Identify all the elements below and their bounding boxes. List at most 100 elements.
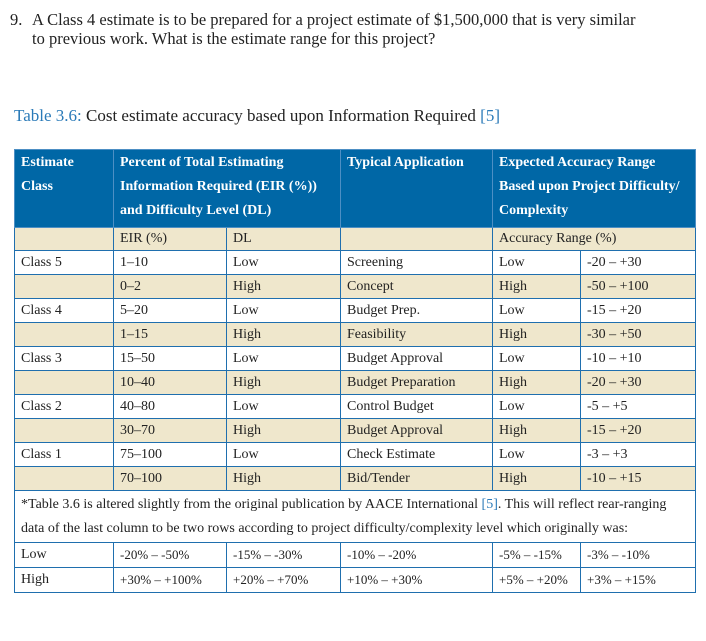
cell-range: -5 – +5: [580, 394, 696, 419]
original-range-cell: -10% – -20%: [340, 542, 493, 568]
cell-dl: Low: [226, 346, 341, 371]
cell-dl: High: [226, 370, 341, 395]
original-range-cell: +5% – +20%: [492, 567, 581, 593]
caption-text: Cost estimate accuracy based upon Inform…: [81, 106, 481, 125]
original-range-cell: -20% – -50%: [113, 542, 227, 568]
cell-eir: 30–70: [113, 418, 227, 443]
table-caption: Table 3.6: Cost estimate accuracy based …: [14, 106, 500, 126]
cell-eir: 5–20: [113, 298, 227, 323]
cell-application: Bid/Tender: [340, 466, 493, 491]
cell-class: Class 5: [14, 250, 114, 275]
subheader-eir: EIR (%): [113, 227, 227, 251]
cell-level: High: [492, 418, 581, 443]
cell-range: -15 – +20: [580, 418, 696, 443]
table-row: Class 5 1–10 Low Screening Low -20 – +30: [14, 250, 696, 275]
cell-application: Concept: [340, 274, 493, 299]
cell-level: High: [492, 370, 581, 395]
cell-application: Budget Approval: [340, 418, 493, 443]
cell-application: Budget Preparation: [340, 370, 493, 395]
caption-reference-link[interactable]: [5]: [480, 106, 500, 125]
cell-application: Check Estimate: [340, 442, 493, 467]
cell-eir: 10–40: [113, 370, 227, 395]
cell-dl: High: [226, 274, 341, 299]
cell-eir: 1–15: [113, 322, 227, 347]
cell-level: High: [492, 466, 581, 491]
footnote: *Table 3.6 is altered slightly from the …: [14, 490, 696, 543]
table-row: 30–70 High Budget Approval High -15 – +20: [14, 418, 696, 443]
subheader-accuracy: Accuracy Range (%): [492, 227, 696, 251]
cell-level: Low: [492, 346, 581, 371]
cell-application: Budget Prep.: [340, 298, 493, 323]
footnote-row: *Table 3.6 is altered slightly from the …: [14, 490, 696, 543]
subheader-dl: DL: [226, 227, 341, 251]
original-row-label: High: [14, 567, 114, 593]
original-range-cell: +20% – +70%: [226, 567, 341, 593]
table-row: Class 4 5–20 Low Budget Prep. Low -15 – +20: [14, 298, 696, 323]
cell-eir: 70–100: [113, 466, 227, 491]
subheader-row: EIR (%) DL Accuracy Range (%): [14, 227, 696, 251]
original-range-cell: -15% – -30%: [226, 542, 341, 568]
cell-application: Screening: [340, 250, 493, 275]
header-expected-accuracy: Expected Accuracy Range Based upon Proje…: [492, 149, 696, 228]
header-percent-eir: Percent of Total Estimating Information …: [113, 149, 341, 228]
cell-range: -10 – +10: [580, 346, 696, 371]
original-row-label: Low: [14, 542, 114, 568]
cell-range: -10 – +15: [580, 466, 696, 491]
cell-dl: Low: [226, 298, 341, 323]
cell-eir: 75–100: [113, 442, 227, 467]
question-number: 9.: [10, 10, 23, 29]
subheader-empty: [340, 227, 493, 251]
cell-dl: Low: [226, 250, 341, 275]
footnote-text: *Table 3.6 is altered slightly from the …: [21, 497, 482, 512]
cell-level: Low: [492, 394, 581, 419]
cell-range: -15 – +20: [580, 298, 696, 323]
cell-class: Class 3: [14, 346, 114, 371]
original-range-cell: +3% – +15%: [580, 567, 696, 593]
cell-range: -3 – +3: [580, 442, 696, 467]
cell-application: Control Budget: [340, 394, 493, 419]
cell-level: Low: [492, 442, 581, 467]
cell-range: -20 – +30: [580, 370, 696, 395]
original-range-cell: -5% – -15%: [492, 542, 581, 568]
table-row: 70–100 High Bid/Tender High -10 – +15: [14, 466, 696, 491]
cell-dl: Low: [226, 442, 341, 467]
cell-eir: 15–50: [113, 346, 227, 371]
cell-eir: 1–10: [113, 250, 227, 275]
cell-level: Low: [492, 250, 581, 275]
table-row: 10–40 High Budget Preparation High -20 – +30: [14, 370, 696, 395]
cell-range: -20 – +30: [580, 250, 696, 275]
cell-application: Budget Approval: [340, 346, 493, 371]
cell-class: [14, 418, 114, 443]
header-row: Estimate Class Percent of Total Estimati…: [14, 149, 696, 228]
cell-level: Low: [492, 298, 581, 323]
cell-level: High: [492, 322, 581, 347]
original-range-cell: -3% – -10%: [580, 542, 696, 568]
cell-dl: High: [226, 418, 341, 443]
original-range-cell: +10% – +30%: [340, 567, 493, 593]
table-row: Class 2 40–80 Low Control Budget Low -5 – +5: [14, 394, 696, 419]
table-row: 0–2 High Concept High -50 – +100: [14, 274, 696, 299]
footnote-reference-link[interactable]: [5]: [481, 497, 498, 512]
subheader-empty: [14, 227, 114, 251]
accuracy-table: Estimate Class Percent of Total Estimati…: [14, 149, 696, 593]
question: 9. A Class 4 estimate is to be prepared f…: [10, 10, 700, 48]
table-row: Class 3 15–50 Low Budget Approval Low -10 – +…: [14, 346, 696, 371]
caption-label: Table 3.6:: [14, 106, 82, 125]
cell-class: Class 4: [14, 298, 114, 323]
question-line-1: A Class 4 estimate is to be prepared for…: [32, 10, 636, 29]
cell-dl: Low: [226, 394, 341, 419]
header-estimate-class: Estimate Class: [14, 149, 114, 228]
cell-eir: 0–2: [113, 274, 227, 299]
question-line-2: to previous work. What is the estimate r…: [32, 29, 436, 48]
original-range-row: High +30% – +100% +20% – +70% +10% – +30% +5…: [14, 567, 696, 593]
cell-class: [14, 370, 114, 395]
cell-eir: 40–80: [113, 394, 227, 419]
footnote-text: . This will reflect rear-ranging data of…: [21, 497, 667, 536]
cell-range: -50 – +100: [580, 274, 696, 299]
cell-dl: High: [226, 322, 341, 347]
cell-range: -30 – +50: [580, 322, 696, 347]
cell-level: High: [492, 274, 581, 299]
cell-class: [14, 274, 114, 299]
cell-class: Class 2: [14, 394, 114, 419]
cell-dl: High: [226, 466, 341, 491]
